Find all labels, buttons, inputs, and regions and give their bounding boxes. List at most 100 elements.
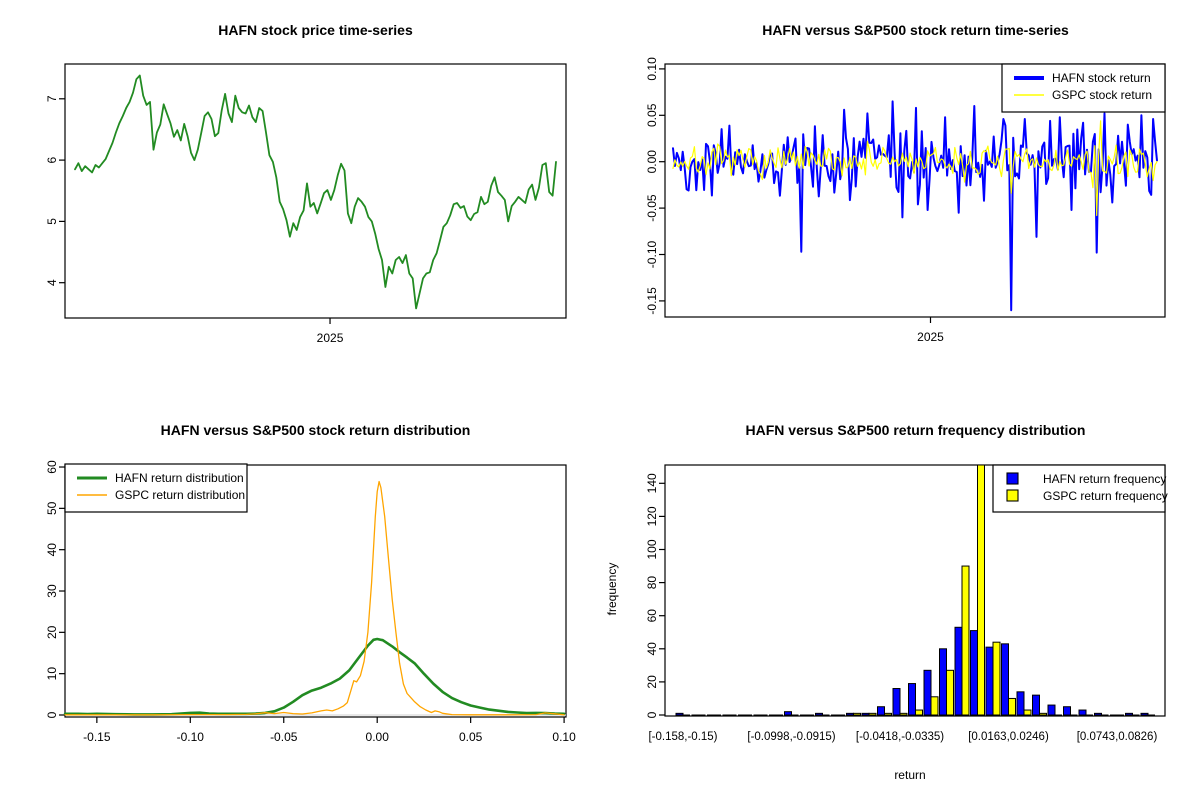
hafn-freq-bar bbox=[846, 712, 854, 716]
y-tick-label: 10 bbox=[45, 667, 59, 681]
hafn-freq-bar bbox=[877, 706, 885, 716]
panel-return-frequency: HAFN versus S&P500 return frequency dist… bbox=[600, 400, 1200, 800]
hafn-freq-bar bbox=[1125, 712, 1133, 716]
hafn-freq-bar bbox=[1078, 709, 1087, 716]
hafn-freq-bar bbox=[1016, 691, 1025, 716]
legend-label: GSPC return frequency bbox=[1043, 489, 1168, 503]
legend-label: HAFN stock return bbox=[1052, 71, 1151, 85]
gspc-freq-bar bbox=[930, 696, 939, 716]
legend-label: HAFN return frequency bbox=[1043, 472, 1166, 486]
y-tick-label: 40 bbox=[45, 543, 59, 557]
hafn-freq-bar bbox=[1140, 712, 1149, 716]
gspc-freq-bar bbox=[977, 464, 985, 716]
bin-label: [0.0743,0.0826) bbox=[1077, 731, 1158, 743]
legend-box bbox=[992, 464, 1166, 513]
legend-label: GSPC return distribution bbox=[115, 488, 245, 502]
returns-chart-plot: -0.15 -0.10 -0.05 0.00 0.05 0.10 2025 HAFN stoc… bbox=[645, 57, 1166, 344]
returns-chart-title: HAFN versus S&P500 stock return time-ser… bbox=[762, 22, 1069, 38]
hafn-freq-bar bbox=[1047, 704, 1056, 716]
bin-label: [-0.0418,-0.0335) bbox=[856, 731, 944, 743]
plot-box bbox=[664, 464, 1166, 717]
y-tick-label: 100 bbox=[645, 539, 659, 559]
gspc-freq-bar bbox=[884, 712, 892, 716]
gspc-freq-bar bbox=[946, 669, 954, 716]
x-tick-label: 0.05 bbox=[459, 730, 483, 744]
y-tick-label: 7 bbox=[45, 95, 59, 102]
y-tick-label: 0 bbox=[645, 711, 659, 718]
y-tick-label: 30 bbox=[45, 584, 59, 598]
y-tick-label: 140 bbox=[645, 473, 659, 493]
legend-box bbox=[64, 463, 248, 513]
y-tick-label: -0.10 bbox=[645, 241, 659, 269]
bin-label: [0.0163,0.0246) bbox=[968, 731, 1049, 743]
frequency-x-axis-label: return bbox=[894, 768, 926, 782]
x-tick-label: -0.15 bbox=[83, 730, 111, 744]
price-chart-title: HAFN stock price time-series bbox=[218, 22, 413, 38]
hafn-freq-bar bbox=[923, 669, 932, 716]
gspc-freq-bar bbox=[961, 565, 970, 716]
y-tick-label: -0.15 bbox=[645, 287, 659, 315]
hafn-freq-bar bbox=[954, 626, 963, 716]
hafn-freq-bar bbox=[892, 688, 901, 716]
y-tick-label: 80 bbox=[645, 576, 659, 590]
density-chart-plot: 0 10 20 30 40 50 60 -0.15 -0.10 -0.05 0.00 0.05 0.10… bbox=[45, 460, 576, 744]
y-tick-label: 40 bbox=[645, 642, 659, 656]
y-tick-label: 0.10 bbox=[645, 57, 659, 81]
hafn-freq-bar bbox=[784, 711, 792, 716]
frequency-chart-plot: 0 20 40 60 80 100 120 140 [-0.158,-0.15) [-0.0998… bbox=[645, 464, 1168, 743]
gspc-freq-bar bbox=[1023, 709, 1032, 716]
gspc-freq-bar bbox=[899, 712, 908, 716]
hafn-freq-bar bbox=[1032, 694, 1040, 716]
gspc-freq-bar bbox=[1039, 712, 1047, 716]
plot-box bbox=[664, 63, 1166, 318]
y-tick-label: 4 bbox=[45, 279, 59, 286]
hafn-freq-bar bbox=[985, 646, 994, 716]
frequency-chart-title: HAFN versus S&P500 return frequency dist… bbox=[745, 422, 1086, 438]
bin-label: [-0.0998,-0.0915) bbox=[747, 731, 835, 743]
y-tick-label: 0.05 bbox=[645, 103, 659, 127]
x-tick-label: 2025 bbox=[317, 331, 344, 345]
y-tick-label: 5 bbox=[45, 218, 59, 225]
panel-return-distribution: HAFN versus S&P500 stock return distribu… bbox=[0, 400, 600, 800]
hafn-freq-bar bbox=[1063, 706, 1071, 716]
y-tick-label: -0.05 bbox=[645, 194, 659, 222]
gspc-freq-bar bbox=[868, 712, 877, 716]
hafn-freq-bar bbox=[939, 648, 947, 716]
hafn-freq-bar bbox=[861, 712, 870, 716]
panel-return-timeseries: HAFN versus S&P500 stock return time-ser… bbox=[600, 0, 1200, 400]
y-tick-label: 0.00 bbox=[645, 150, 659, 174]
hafn-freq-bar bbox=[970, 630, 978, 716]
hafn-freq-bar bbox=[675, 712, 684, 716]
y-tick-label: 20 bbox=[45, 625, 59, 639]
legend-box-sample bbox=[1006, 489, 1019, 502]
frequency-y-axis-label: frequency bbox=[605, 562, 619, 616]
legend-label: HAFN return distribution bbox=[115, 471, 244, 485]
gspc-freq-bar bbox=[853, 712, 861, 716]
y-tick-label: 50 bbox=[45, 501, 59, 515]
hafn-freq-bar bbox=[815, 712, 823, 716]
hafn-density-curve bbox=[63, 637, 566, 716]
x-tick-label: 2025 bbox=[917, 330, 944, 344]
panel-price-timeseries: HAFN stock price time-series 4 5 6 7 2025 bbox=[0, 0, 600, 400]
hafn-freq-bar bbox=[1094, 712, 1102, 716]
hafn-freq-bar bbox=[908, 683, 916, 716]
hafn-return-line bbox=[672, 100, 1158, 312]
y-tick-label: 60 bbox=[45, 460, 59, 474]
gspc-freq-bar bbox=[1008, 697, 1016, 716]
gspc-freq-bar bbox=[915, 709, 923, 716]
x-tick-label: 0.10 bbox=[552, 730, 576, 744]
plot-box bbox=[64, 63, 567, 319]
x-tick-label: -0.10 bbox=[177, 730, 205, 744]
y-tick-label: 20 bbox=[645, 675, 659, 689]
density-chart-title: HAFN versus S&P500 stock return distribu… bbox=[160, 422, 471, 438]
y-tick-label: 120 bbox=[645, 506, 659, 526]
legend-box bbox=[1001, 63, 1166, 113]
y-tick-label: 6 bbox=[45, 156, 59, 163]
gspc-return-line bbox=[672, 120, 1158, 217]
x-tick-label: 0.00 bbox=[366, 730, 390, 744]
hafn-price-line bbox=[74, 74, 557, 310]
gspc-density-curve bbox=[64, 480, 565, 716]
gspc-freq-bar bbox=[992, 641, 1001, 716]
hafn-freq-bar bbox=[1001, 643, 1009, 716]
